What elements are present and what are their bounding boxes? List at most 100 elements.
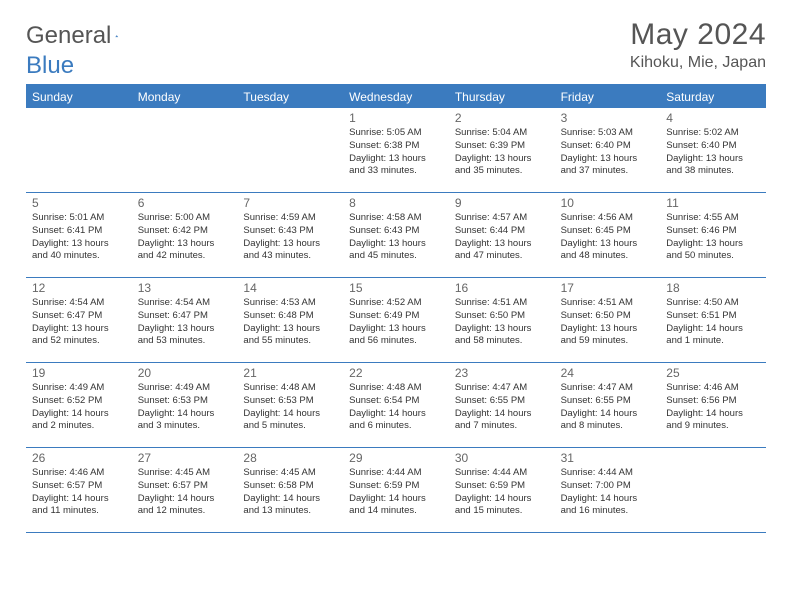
brand-name-b-wrap: Blue [26, 52, 74, 80]
day-info: Sunrise: 4:49 AMSunset: 6:53 PMDaylight:… [138, 382, 232, 433]
day-cell: 22 Sunrise: 4:48 AMSunset: 6:54 PMDayligh… [343, 363, 449, 447]
day-info: Sunrise: 5:05 AMSunset: 6:38 PMDaylight:… [349, 127, 443, 178]
day-info: Sunrise: 4:47 AMSunset: 6:55 PMDaylight:… [455, 382, 549, 433]
day-cell: 9Sunrise: 4:57 AMSunset: 6:44 PMDaylight… [449, 193, 555, 277]
day-number: 4 [666, 111, 760, 125]
day-info: Sunrise: 4:58 AMSunset: 6:43 PMDaylight:… [349, 212, 443, 263]
day-number: 1 [349, 111, 443, 125]
title-block: May 2024 Kihoku, Mie, Japan [630, 18, 766, 72]
day-info: Sunrise: 4:54 AMSunset: 6:47 PMDaylight:… [138, 297, 232, 348]
day-cell: 6Sunrise: 5:00 AMSunset: 6:42 PMDaylight… [132, 193, 238, 277]
day-number: 18 [666, 281, 760, 295]
day-number: 14 [243, 281, 337, 295]
day-number: 6 [138, 196, 232, 210]
day-number: 7 [243, 196, 337, 210]
day-cell: 1 Sunrise: 5:05 AMSunset: 6:38 PMDaylight… [343, 108, 449, 192]
day-info: Sunrise: 4:59 AMSunset: 6:43 PMDaylight:… [243, 212, 337, 263]
day-info: Sunrise: 4:46 AMSunset: 6:57 PMDaylight:… [32, 467, 126, 518]
day-cell: 8Sunrise: 4:58 AMSunset: 6:43 PMDaylight… [343, 193, 449, 277]
weekday-label: Monday [132, 86, 238, 108]
day-number: 21 [243, 366, 337, 380]
day-number: 19 [32, 366, 126, 380]
brand-logo: General [26, 18, 141, 50]
day-number: 22 [349, 366, 443, 380]
header: General May 2024 Kihoku, Mie, Japan [26, 18, 766, 72]
day-cell: 11 Sunrise: 4:55 AMSunset: 6:46 PMDayligh… [660, 193, 766, 277]
day-info: Sunrise: 4:49 AMSunset: 6:52 PMDaylight:… [32, 382, 126, 433]
day-cell: 28Sunrise: 4:45 AMSunset: 6:58 PMDayligh… [237, 448, 343, 532]
day-info: Sunrise: 4:45 AMSunset: 6:58 PMDaylight:… [243, 467, 337, 518]
brand-name-b: Blue [26, 52, 74, 79]
day-cell [660, 448, 766, 532]
weekday-label: Thursday [449, 86, 555, 108]
day-cell: 18 Sunrise: 4:50 AMSunset: 6:51 PMDayligh… [660, 278, 766, 362]
day-cell: 13 Sunrise: 4:54 AMSunset: 6:47 PMDayligh… [132, 278, 238, 362]
day-cell: 4 Sunrise: 5:02 AMSunset: 6:40 PMDaylight… [660, 108, 766, 192]
day-info: Sunrise: 5:02 AMSunset: 6:40 PMDaylight:… [666, 127, 760, 178]
day-cell [237, 108, 343, 192]
day-cell: 7 Sunrise: 4:59 AMSunset: 6:43 PMDaylight… [237, 193, 343, 277]
calendar: SundayMondayTuesdayWednesdayThursdayFrid… [26, 84, 766, 533]
day-cell: 31Sunrise: 4:44 AMSunset: 7:00 PMDayligh… [555, 448, 661, 532]
day-info: Sunrise: 4:47 AMSunset: 6:55 PMDaylight:… [561, 382, 655, 433]
day-info: Sunrise: 4:52 AMSunset: 6:49 PMDaylight:… [349, 297, 443, 348]
brand-name-a: General [26, 22, 111, 50]
day-cell: 20Sunrise: 4:49 AMSunset: 6:53 PMDayligh… [132, 363, 238, 447]
day-info: Sunrise: 4:51 AMSunset: 6:50 PMDaylight:… [455, 297, 549, 348]
sail-icon [115, 27, 119, 45]
day-number: 5 [32, 196, 126, 210]
calendar-page: General May 2024 Kihoku, Mie, Japan Blue… [0, 0, 792, 551]
day-number: 11 [666, 196, 760, 210]
day-cell: 21 Sunrise: 4:48 AMSunset: 6:53 PMDayligh… [237, 363, 343, 447]
day-info: Sunrise: 5:03 AMSunset: 6:40 PMDaylight:… [561, 127, 655, 178]
day-number: 13 [138, 281, 232, 295]
day-info: Sunrise: 4:57 AMSunset: 6:44 PMDaylight:… [455, 212, 549, 263]
day-number: 29 [349, 451, 443, 465]
day-number: 3 [561, 111, 655, 125]
day-info: Sunrise: 4:50 AMSunset: 6:51 PMDaylight:… [666, 297, 760, 348]
day-info: Sunrise: 4:48 AMSunset: 6:53 PMDaylight:… [243, 382, 337, 433]
week-row: 26 Sunrise: 4:46 AMSunset: 6:57 PMDayligh… [26, 448, 766, 533]
day-number: 27 [138, 451, 232, 465]
day-cell: 5Sunrise: 5:01 AMSunset: 6:41 PMDaylight… [26, 193, 132, 277]
weekday-label: Wednesday [343, 86, 449, 108]
day-number: 16 [455, 281, 549, 295]
day-number: 25 [666, 366, 760, 380]
day-info: Sunrise: 4:51 AMSunset: 6:50 PMDaylight:… [561, 297, 655, 348]
day-info: Sunrise: 4:44 AMSunset: 6:59 PMDaylight:… [455, 467, 549, 518]
day-cell: 10Sunrise: 4:56 AMSunset: 6:45 PMDayligh… [555, 193, 661, 277]
day-number: 2 [455, 111, 549, 125]
week-row: 1 Sunrise: 5:05 AMSunset: 6:38 PMDaylight… [26, 108, 766, 193]
location-text: Kihoku, Mie, Japan [630, 54, 766, 72]
page-title: May 2024 [630, 18, 766, 52]
weekday-label: Saturday [660, 86, 766, 108]
day-cell: 3 Sunrise: 5:03 AMSunset: 6:40 PMDaylight… [555, 108, 661, 192]
day-cell: 26 Sunrise: 4:46 AMSunset: 6:57 PMDayligh… [26, 448, 132, 532]
day-cell: 19 Sunrise: 4:49 AMSunset: 6:52 PMDayligh… [26, 363, 132, 447]
day-info: Sunrise: 4:53 AMSunset: 6:48 PMDaylight:… [243, 297, 337, 348]
day-info: Sunrise: 4:44 AMSunset: 6:59 PMDaylight:… [349, 467, 443, 518]
day-number: 26 [32, 451, 126, 465]
weeks-container: 1 Sunrise: 5:05 AMSunset: 6:38 PMDaylight… [26, 108, 766, 533]
weekday-label: Tuesday [237, 86, 343, 108]
weekday-header: SundayMondayTuesdayWednesdayThursdayFrid… [26, 86, 766, 108]
day-info: Sunrise: 4:55 AMSunset: 6:46 PMDaylight:… [666, 212, 760, 263]
weekday-label: Sunday [26, 86, 132, 108]
day-cell: 24Sunrise: 4:47 AMSunset: 6:55 PMDayligh… [555, 363, 661, 447]
day-number: 10 [561, 196, 655, 210]
day-cell: 25Sunrise: 4:46 AMSunset: 6:56 PMDayligh… [660, 363, 766, 447]
day-info: Sunrise: 4:45 AMSunset: 6:57 PMDaylight:… [138, 467, 232, 518]
day-cell: 14 Sunrise: 4:53 AMSunset: 6:48 PMDayligh… [237, 278, 343, 362]
week-row: 19 Sunrise: 4:49 AMSunset: 6:52 PMDayligh… [26, 363, 766, 448]
day-cell: 17Sunrise: 4:51 AMSunset: 6:50 PMDayligh… [555, 278, 661, 362]
day-cell: 12Sunrise: 4:54 AMSunset: 6:47 PMDayligh… [26, 278, 132, 362]
day-cell: 15 Sunrise: 4:52 AMSunset: 6:49 PMDayligh… [343, 278, 449, 362]
day-number: 15 [349, 281, 443, 295]
day-info: Sunrise: 5:04 AMSunset: 6:39 PMDaylight:… [455, 127, 549, 178]
day-number: 31 [561, 451, 655, 465]
weekday-label: Friday [555, 86, 661, 108]
day-number: 23 [455, 366, 549, 380]
day-number: 12 [32, 281, 126, 295]
day-info: Sunrise: 4:48 AMSunset: 6:54 PMDaylight:… [349, 382, 443, 433]
day-cell: 27 Sunrise: 4:45 AMSunset: 6:57 PMDayligh… [132, 448, 238, 532]
